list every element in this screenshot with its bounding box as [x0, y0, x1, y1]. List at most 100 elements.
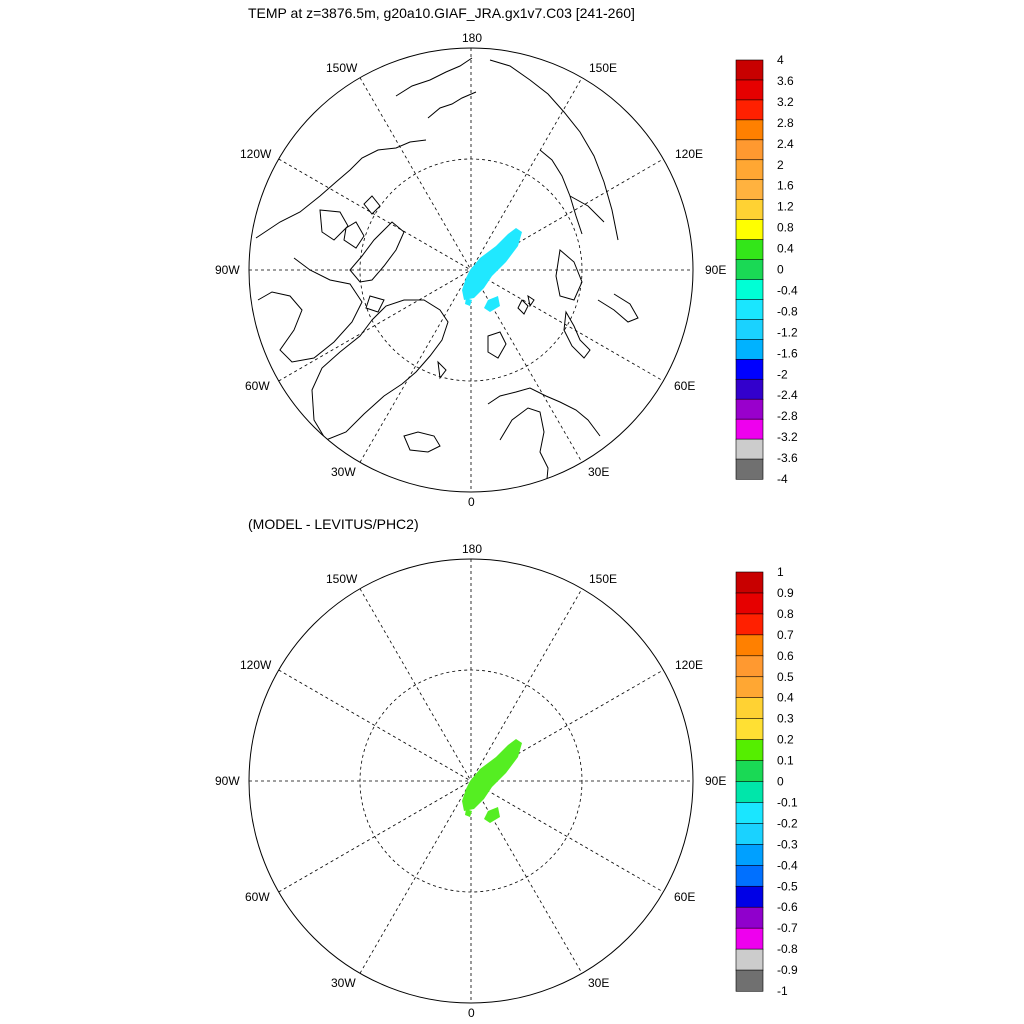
data-fill [462, 739, 522, 823]
colorbar-label: -2.8 [777, 409, 798, 423]
colorbar-swatch [735, 59, 764, 81]
colorbar-label: -0.1 [777, 795, 798, 809]
colorbar-label: -1 [777, 984, 788, 998]
anomaly-patch [465, 809, 472, 817]
colorbar-swatch [735, 969, 764, 992]
colorbar-label: 0.2 [777, 733, 794, 747]
lon-label-180: 180 [462, 542, 482, 556]
colorbar-label: -2 [777, 367, 788, 381]
map-boundary [248, 47, 694, 493]
colorbar-label: 0.9 [777, 586, 794, 600]
colorbar-label: 3.2 [777, 95, 794, 109]
lon-label-150w: 150W [326, 61, 358, 75]
colorbar-swatch [735, 239, 764, 261]
colorbar-swatch [735, 378, 764, 400]
colorbar-swatch [735, 339, 764, 360]
colorbar-label: -3.2 [777, 430, 798, 444]
colorbar-swatch [735, 358, 764, 380]
colorbar-label: 0 [777, 263, 784, 277]
lon-label-150e: 150E [589, 61, 617, 75]
colorbar-label: -0.6 [777, 900, 798, 914]
anomaly-patch [465, 298, 472, 306]
colorbar-label: -0.8 [777, 304, 798, 318]
colorbar-label: 0.8 [777, 607, 794, 621]
map-boundary [248, 558, 694, 1004]
colorbar-label: -0.8 [777, 942, 798, 956]
panel-title: TEMP at z=3876.5m, g20a10.GIAF_JRA.gx1v7… [248, 5, 635, 21]
data-fill [462, 228, 522, 312]
anomaly-region [462, 739, 522, 811]
colorbar-swatch [735, 219, 764, 241]
longitude-labels: 180 150E 120E 90E 60E 30E 0 30W 60W 90W … [215, 542, 726, 1020]
colorbar-label: 2 [777, 158, 784, 172]
colorbar-swatch [735, 99, 764, 121]
lon-label-180: 180 [462, 31, 482, 45]
lon-label-90e: 90E [705, 774, 726, 788]
lon-label-30w: 30W [331, 465, 356, 479]
colorbar-label: -0.7 [777, 921, 798, 935]
lon-label-30w: 30W [331, 976, 356, 990]
colorbar-label: -0.4 [777, 283, 798, 297]
colorbar-swatch [735, 655, 764, 678]
colorbar-label: 1.2 [777, 200, 794, 214]
colorbar-swatch [735, 199, 764, 221]
lon-label-60w: 60W [245, 379, 270, 393]
colorbar-swatch [735, 179, 764, 201]
colorbar-swatch [735, 398, 764, 420]
lon-label-0: 0 [468, 1006, 475, 1020]
colorbar-label: 0.6 [777, 649, 794, 663]
colorbar: 1 0.9 0.8 0.7 0.6 0.5 0.4 0.3 0.2 0.1 0 -0.1 -0.2 -0.… [735, 565, 798, 998]
colorbar-swatch [735, 697, 764, 720]
colorbar-label: -3.6 [777, 451, 798, 465]
panel-title: (MODEL - LEVITUS/PHC2) [248, 516, 419, 532]
colorbar-swatch [735, 823, 764, 845]
colorbar-swatch [735, 79, 764, 101]
colorbar-swatch [735, 802, 764, 825]
panel-model-difference: (MODEL - LEVITUS/PHC2) [215, 516, 798, 1020]
colorbar-swatch [735, 927, 764, 950]
colorbar-label: 4 [777, 53, 784, 67]
colorbar-swatch [735, 592, 764, 615]
lon-label-60e: 60E [674, 890, 695, 904]
colorbar-swatch [735, 718, 764, 741]
anomaly-patch [484, 807, 500, 823]
colorbar-swatch [735, 634, 764, 657]
lon-label-90w: 90W [215, 774, 240, 788]
lon-label-150e: 150E [589, 572, 617, 586]
colorbar-label: 1.6 [777, 179, 794, 193]
colorbar-label: 0.4 [777, 691, 794, 705]
colorbar-label: 0.1 [777, 754, 794, 768]
lon-label-90w: 90W [215, 263, 240, 277]
lon-label-120w: 120W [240, 658, 272, 672]
lon-label-0: 0 [468, 495, 475, 509]
land-outlines [255, 57, 639, 491]
colorbar-swatch [735, 906, 764, 929]
colorbar-swatch [735, 613, 764, 636]
colorbar-swatch [735, 299, 764, 320]
anomaly-region [462, 228, 522, 300]
colorbar-swatch [735, 259, 764, 281]
colorbar-label: -1.2 [777, 325, 798, 339]
lon-label-120w: 120W [240, 147, 272, 161]
colorbar-label: -1.6 [777, 346, 798, 360]
lon-label-60e: 60E [674, 379, 695, 393]
land-outlines [256, 569, 638, 1001]
colorbar-swatch [735, 319, 764, 340]
lon-label-120e: 120E [675, 147, 703, 161]
lon-label-150w: 150W [326, 572, 358, 586]
colorbar-swatch [735, 119, 764, 141]
colorbar-swatch [735, 781, 764, 804]
colorbar-swatch [735, 438, 764, 460]
colorbar-swatch [735, 159, 764, 181]
lon-label-120e: 120E [675, 658, 703, 672]
lon-label-30e: 30E [588, 976, 609, 990]
colorbar-label: 0.8 [777, 221, 794, 235]
lon-label-90e: 90E [705, 263, 726, 277]
colorbar-swatch [735, 676, 764, 699]
colorbar-label: -2.4 [777, 388, 798, 402]
colorbar-swatch [735, 885, 764, 908]
colorbar-label: -0.9 [777, 963, 798, 977]
lon-label-30e: 30E [588, 465, 609, 479]
colorbar-label: 2.4 [777, 137, 794, 151]
